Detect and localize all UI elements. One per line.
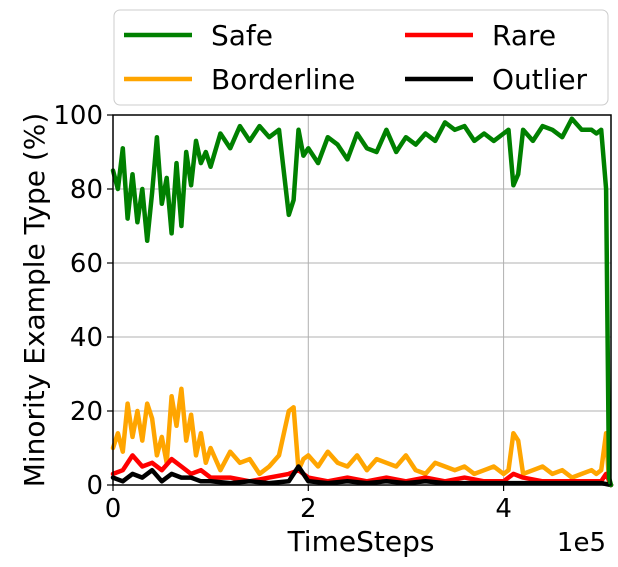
- x-offset-label: 1e5: [557, 528, 606, 558]
- x-tick-label: 0: [105, 494, 122, 524]
- x-tick-label: 4: [495, 494, 512, 524]
- series-line-safe: [110, 116, 614, 488]
- legend-label-outlier: Outlier: [492, 63, 588, 96]
- y-axis-label: Minority Example Type (%): [18, 113, 51, 488]
- y-tick-label: 80: [70, 175, 103, 205]
- y-tick-label: 100: [53, 101, 103, 131]
- y-tick-label: 0: [86, 471, 103, 501]
- series-line-outlier: [110, 464, 614, 488]
- series-layer: [110, 116, 614, 488]
- y-tick-label: 20: [70, 397, 103, 427]
- y-tick-label: 40: [70, 323, 103, 353]
- legend-label-rare: Rare: [492, 19, 556, 52]
- series-line-borderline: [110, 386, 614, 488]
- legend-box: [113, 9, 609, 106]
- x-axis-label: TimeSteps: [287, 525, 435, 558]
- plot-frame: [112, 114, 612, 486]
- legend-label-safe: Safe: [211, 19, 273, 52]
- y-tick-label: 60: [70, 249, 103, 279]
- legend: Safe Rare Borderline Outlier: [113, 9, 609, 106]
- x-tick-label: 2: [300, 494, 317, 524]
- legend-label-borderline: Borderline: [211, 63, 355, 96]
